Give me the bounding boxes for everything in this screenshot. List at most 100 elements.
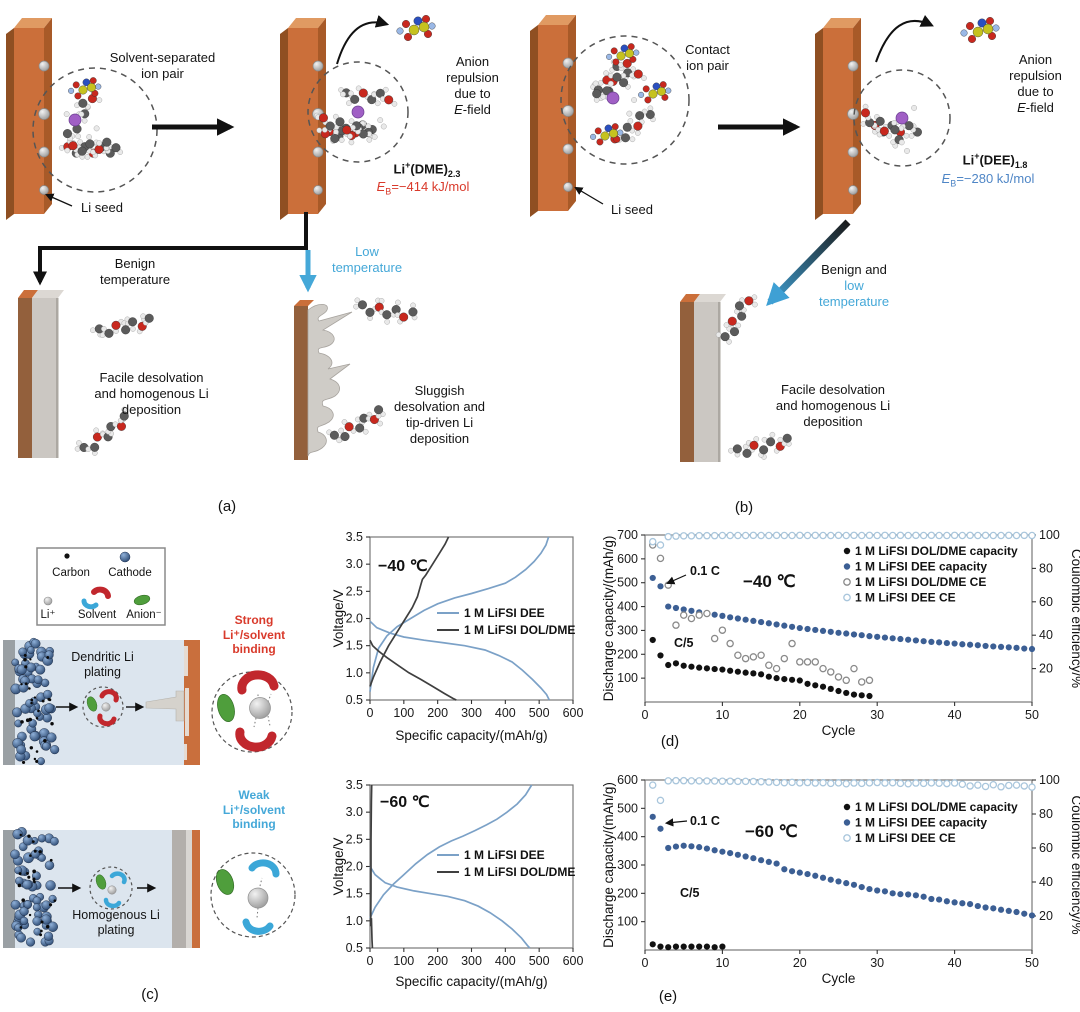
series-point	[881, 779, 889, 787]
series-point	[812, 626, 819, 634]
series-point	[772, 664, 781, 673]
series-point	[819, 778, 827, 787]
series-point	[679, 776, 688, 785]
panel-d-letter: (d)	[660, 733, 680, 750]
tick-label: 20	[1039, 909, 1053, 923]
series-point	[959, 641, 966, 648]
x-axis-label: Cycle	[822, 971, 856, 986]
series-point	[772, 531, 781, 540]
li-ion-icon	[107, 885, 117, 895]
series-point	[874, 887, 881, 894]
series-line	[369, 536, 450, 687]
series-point	[866, 633, 873, 640]
series-point	[788, 623, 796, 630]
series-point	[711, 847, 718, 854]
tick-label: 0.5	[346, 693, 363, 707]
dme-molecule	[353, 297, 418, 325]
legend-solvent-label: Solvent	[77, 609, 117, 621]
series-point	[1005, 531, 1013, 540]
series-point	[672, 532, 680, 540]
series-point	[719, 943, 726, 950]
series-point	[819, 683, 827, 690]
tick-label: 400	[617, 600, 638, 614]
tick-label: 3.0	[346, 557, 363, 571]
series-point	[726, 639, 734, 648]
binding-energy: EB=−414 kJ/mol	[376, 179, 470, 197]
annotation-arrow	[664, 818, 688, 827]
series-point	[912, 779, 920, 787]
benign-branch-arrow	[33, 212, 308, 286]
tick-label: 1.5	[346, 639, 363, 653]
series-point	[688, 663, 695, 670]
series-point	[780, 778, 789, 787]
series-point	[951, 899, 958, 906]
cip-cluster	[590, 43, 672, 146]
series-point	[672, 621, 680, 629]
li-ion-icon	[249, 697, 271, 719]
series-point	[912, 892, 919, 899]
series-point	[982, 904, 989, 911]
tick-label: 2.5	[346, 584, 363, 598]
series-point	[680, 842, 687, 849]
series-point	[765, 620, 772, 627]
series-point	[919, 779, 928, 788]
series-point	[819, 874, 827, 881]
series-point	[719, 666, 726, 673]
series-point	[896, 779, 905, 788]
legend-swatch	[843, 819, 851, 826]
series-point	[997, 643, 1005, 650]
cathode-particles	[10, 637, 60, 766]
series-point	[804, 625, 811, 633]
tick-label: 0	[642, 708, 649, 722]
series-point	[734, 531, 742, 540]
series-point	[773, 860, 780, 867]
series-point	[850, 531, 858, 540]
series-point	[657, 652, 664, 659]
series-point	[874, 633, 881, 640]
tick-label: 100	[393, 706, 414, 720]
series-point	[680, 606, 687, 613]
series-point	[865, 531, 874, 540]
series-point	[1013, 644, 1020, 651]
tick-label: 700	[617, 528, 638, 542]
series-point	[750, 617, 757, 624]
tick-label: 600	[617, 552, 638, 566]
series-point	[990, 905, 997, 912]
series-point	[927, 531, 936, 540]
series-point	[1028, 531, 1036, 540]
panel-e-letter: (e)	[658, 988, 678, 1005]
series-point	[919, 531, 928, 540]
series-point	[656, 541, 665, 549]
tick-label: 100	[617, 671, 638, 685]
panel-c-graphic	[3, 547, 296, 948]
series-point	[765, 531, 773, 540]
ssip-caption: Solvent-separated ion pair	[109, 50, 216, 81]
series-point	[680, 662, 687, 669]
y-axis-label: Discharge capacity/(mAh/g)	[601, 536, 616, 702]
series-point	[935, 779, 943, 787]
series-point	[672, 604, 680, 612]
series-point	[711, 665, 718, 673]
anion-repulsion-caption: Anion repulsion due to E-field	[1009, 52, 1062, 115]
series-point	[788, 868, 796, 875]
solvent-crescent-weak	[242, 918, 274, 935]
series-point	[811, 658, 820, 666]
series-point	[657, 943, 664, 950]
li-electrode	[192, 830, 200, 948]
legend-label: 1 M LiFSI DEE	[464, 606, 545, 620]
series-point	[958, 780, 967, 788]
series-point	[796, 677, 803, 684]
chart-cycling-minus60: 0 10 20 30 40 50 100 200 300 400 500 600 20 40 60 80 100…	[600, 765, 1080, 1012]
series-point	[827, 628, 834, 635]
series-point	[811, 779, 820, 787]
series-point	[827, 685, 834, 692]
solvent-crescent	[97, 713, 117, 727]
series-point	[649, 574, 656, 582]
annotation: C/5	[674, 636, 694, 650]
lithium-ion	[351, 105, 365, 119]
series-point	[843, 689, 850, 697]
annotation: 0.1 C	[690, 564, 720, 578]
series-point	[688, 943, 695, 950]
legend-swatch	[843, 593, 851, 602]
